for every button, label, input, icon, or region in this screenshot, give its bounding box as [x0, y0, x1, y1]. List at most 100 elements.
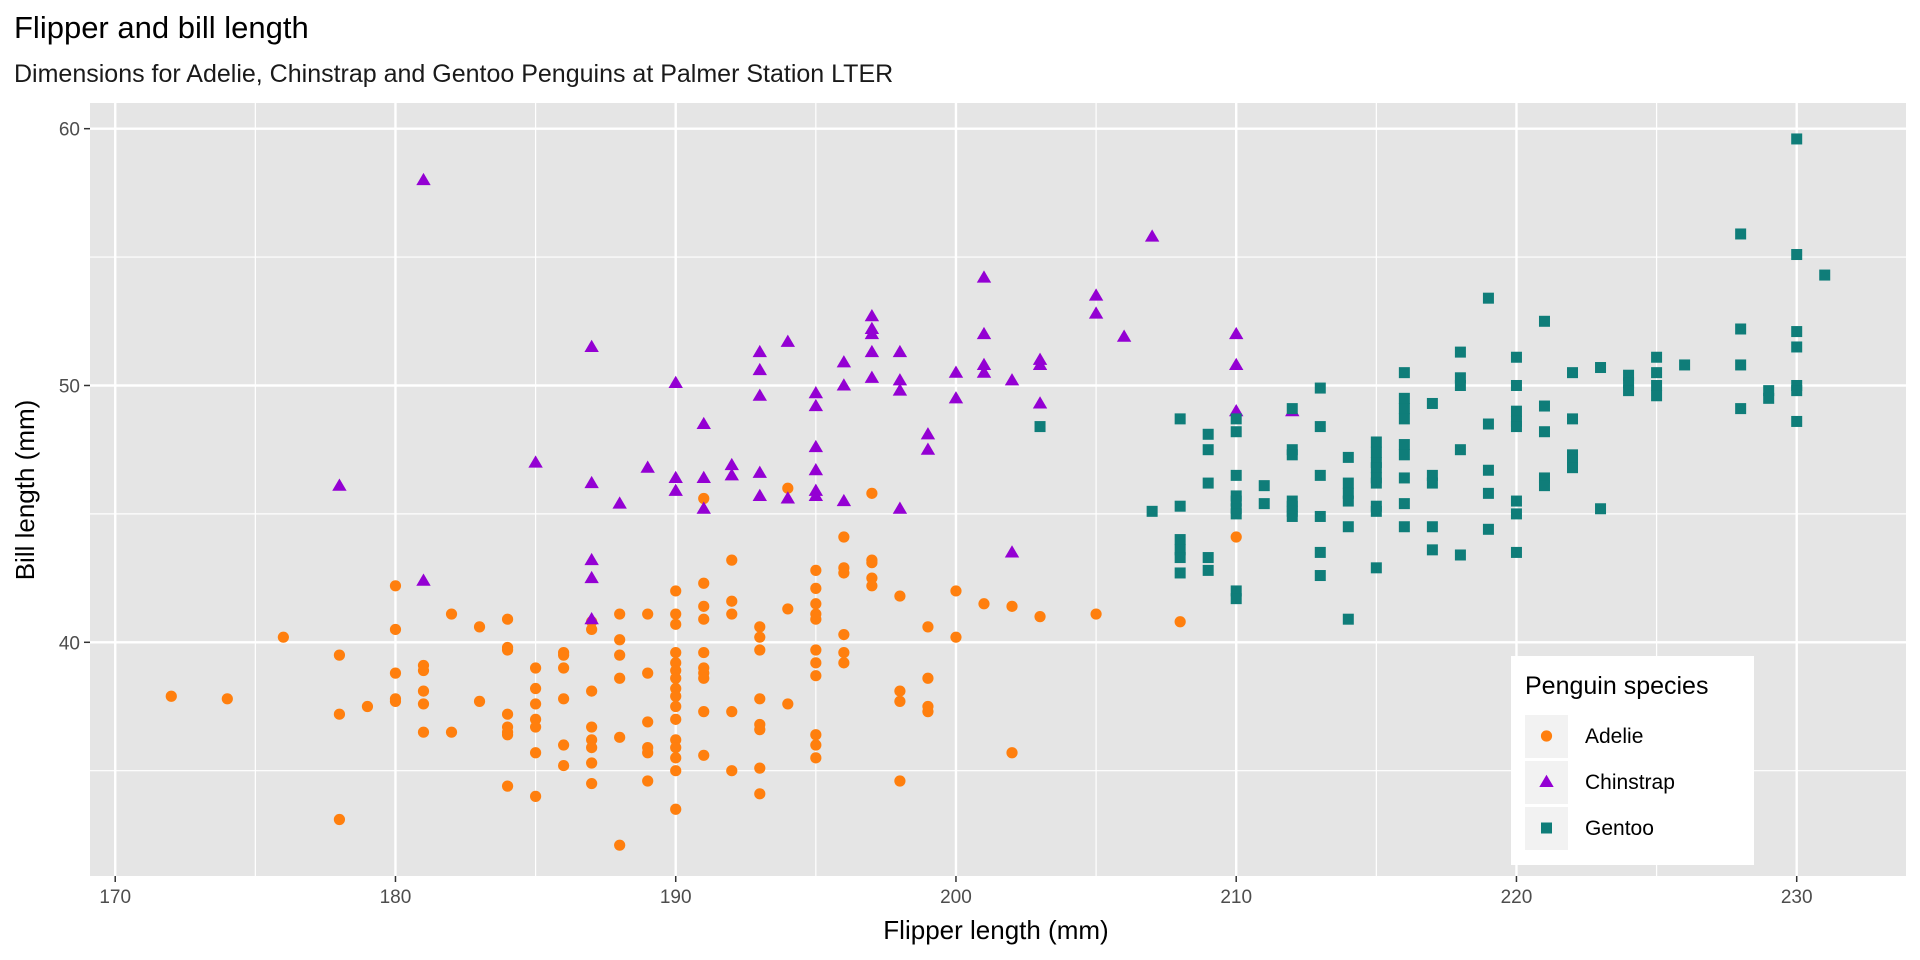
adelie-point [894, 775, 906, 787]
gentoo-point [1482, 523, 1494, 535]
gentoo-point [1735, 359, 1747, 371]
adelie-point [333, 813, 346, 826]
adelie-point [754, 644, 766, 656]
gentoo-point [1398, 498, 1410, 510]
adelie-point [1034, 611, 1046, 623]
legend-label-chinstrap: Chinstrap [1585, 771, 1675, 794]
adelie-point [614, 839, 626, 851]
adelie-point [950, 631, 962, 643]
legend-marker-chinstrap [1539, 774, 1554, 788]
chinstrap-point [416, 172, 431, 186]
gentoo-point [1174, 544, 1186, 556]
chinstrap-point [1144, 229, 1160, 242]
adelie-point [698, 672, 710, 684]
gentoo-point [1370, 436, 1382, 448]
y-tick-label: 50 [59, 376, 80, 397]
adelie-point [558, 662, 570, 674]
chinstrap-point [584, 570, 599, 584]
gentoo-point [1398, 367, 1410, 379]
gentoo-point [1174, 552, 1186, 564]
gentoo-point [1595, 503, 1607, 515]
adelie-point [670, 803, 682, 815]
gentoo-point [1510, 351, 1522, 363]
gentoo-point [1623, 385, 1635, 397]
chinstrap-point [1088, 288, 1104, 301]
adelie-point [558, 693, 570, 705]
gentoo-point [1258, 498, 1270, 510]
gentoo-point [1314, 546, 1326, 558]
gentoo-point [1230, 426, 1242, 438]
gentoo-point [1286, 403, 1298, 415]
adelie-point [810, 598, 822, 610]
adelie-point [922, 621, 934, 633]
adelie-point [894, 590, 906, 602]
gentoo-point [1735, 228, 1747, 240]
gentoo-point [1398, 472, 1410, 484]
gentoo-point [1230, 413, 1242, 425]
chinstrap-point [836, 493, 852, 507]
adelie-point [642, 667, 654, 679]
x-axis-title: Flipper length (mm) [883, 915, 1108, 945]
adelie-point [501, 729, 514, 741]
gentoo-point [1314, 570, 1326, 582]
y-axis-title: Bill length (mm) [10, 400, 40, 581]
chinstrap-point [332, 478, 347, 491]
gentoo-point [1202, 477, 1214, 489]
chinstrap-point [584, 339, 599, 353]
adelie-point [389, 667, 402, 679]
gentoo-point [1791, 133, 1803, 145]
chinstrap-point [892, 344, 908, 358]
adelie-point [978, 598, 990, 610]
gentoo-point [1230, 495, 1242, 507]
adelie-point [838, 567, 850, 579]
adelie-point [586, 721, 598, 733]
x-tick-label: 190 [660, 887, 692, 908]
gentoo-point [1482, 464, 1494, 476]
adelie-point [810, 739, 822, 751]
chinstrap-point [864, 326, 880, 340]
gentoo-point [1454, 444, 1466, 456]
adelie-point [586, 777, 598, 790]
adelie-point [754, 693, 766, 705]
gentoo-point [1538, 400, 1550, 412]
gentoo-point [1370, 562, 1382, 574]
adelie-point [782, 603, 794, 615]
chinstrap-point [668, 375, 683, 388]
chinstrap-point [1116, 329, 1132, 342]
adelie-point [810, 752, 822, 764]
adelie-point [614, 731, 626, 743]
chinstrap-point [668, 470, 683, 483]
adelie-point [810, 729, 822, 741]
gentoo-point [1314, 421, 1326, 433]
gentoo-point [1482, 418, 1494, 430]
adelie-point [389, 623, 402, 636]
chinstrap-point [752, 344, 767, 358]
gentoo-point [1342, 495, 1354, 507]
gentoo-point [1454, 379, 1466, 391]
adelie-point [501, 708, 514, 720]
gentoo-point [1202, 552, 1214, 564]
adelie-point [586, 741, 598, 754]
chart-title: Flipper and bill length [14, 10, 309, 45]
chinstrap-point [892, 501, 908, 514]
chinstrap-point [780, 491, 796, 504]
y-axis: 40 50 60 [59, 120, 90, 654]
gentoo-point [1314, 510, 1326, 522]
chinstrap-point [752, 488, 767, 501]
gentoo-point [1538, 480, 1550, 492]
chinstrap-point [864, 344, 880, 358]
legend-title: Penguin species [1525, 672, 1708, 700]
adelie-point [417, 698, 430, 710]
adelie-point [754, 724, 766, 736]
chinstrap-point [976, 270, 992, 283]
gentoo-point [1623, 369, 1635, 381]
major-gridlines [90, 103, 1906, 876]
adelie-point [501, 644, 514, 656]
adelie-point [698, 613, 710, 625]
adelie-point [670, 672, 682, 684]
chinstrap-point [808, 463, 824, 476]
chinstrap-point [808, 385, 824, 399]
adelie-point [894, 685, 906, 697]
gentoo-point [1651, 390, 1663, 402]
adelie-point [642, 775, 654, 787]
